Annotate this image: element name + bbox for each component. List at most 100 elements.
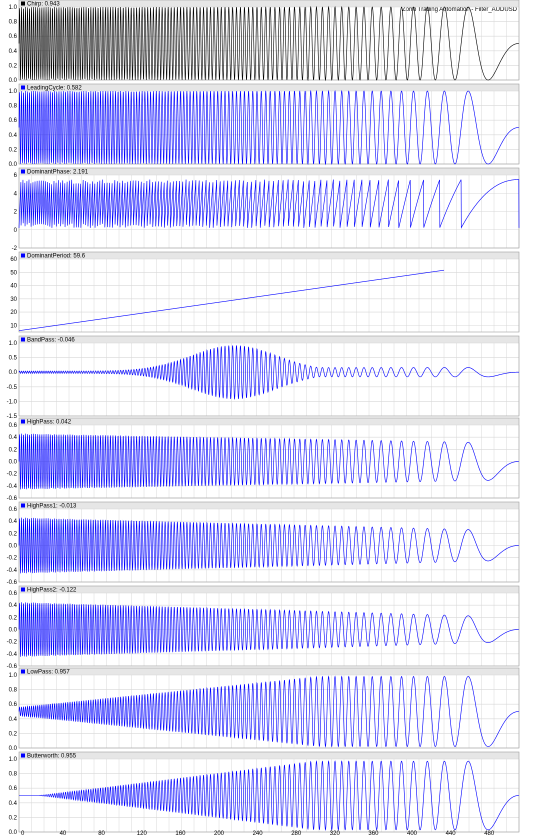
- panel-title: Butterworth: 0.955: [27, 754, 77, 760]
- y-tick-label: 10: [10, 323, 17, 329]
- panel-butterworth: 0.0 0.2 0.4 0.6 0.8 1.0 Butterworth: 0.955: [9, 751, 520, 836]
- y-tick-label: 1.0: [9, 673, 18, 679]
- y-tick-label: 60: [10, 257, 17, 263]
- y-tick-label: 30: [10, 297, 17, 303]
- panel-leadingcycle: 0.0 0.2 0.4 0.6 0.8 1.0 LeadingCycle: 0.582: [9, 83, 520, 168]
- y-tick-label: 0.2: [9, 731, 18, 737]
- panel-header-band: [19, 84, 519, 91]
- y-tick-label: 0.0: [9, 370, 18, 376]
- y-tick-label: 0.2: [9, 615, 18, 621]
- y-tick-label: 0.0: [9, 162, 18, 168]
- x-tick-label: 240: [253, 831, 264, 837]
- y-tick-label: -0.6: [7, 580, 18, 586]
- y-tick-label: -0.5: [7, 385, 18, 391]
- legend-swatch: [21, 1, 25, 6]
- x-tick-label: 280: [291, 831, 302, 837]
- y-tick-label: 0.0: [9, 628, 18, 634]
- legend-swatch: [21, 253, 25, 258]
- y-tick-label: 0.6: [9, 118, 18, 124]
- x-tick-label: 480: [484, 831, 495, 837]
- series-line-dominantphase: [18, 179, 520, 229]
- y-tick-label: -1.5: [7, 414, 18, 420]
- series-line-chirp: [18, 5, 519, 82]
- x-tick-label: 200: [214, 831, 225, 837]
- series-line-butterworth: [19, 760, 519, 831]
- series-line-highpass1: [18, 517, 519, 574]
- y-tick-label: 0.8: [9, 20, 18, 26]
- panel-highpass2: -0.6 -0.4 -0.2 0.0 0.2 0.4 0.6 HighPass2: -0.12…: [7, 585, 520, 670]
- y-tick-label: 0.4: [9, 133, 18, 139]
- panel-chirp: 0.0 0.2 0.4 0.6 0.8 1.0 Chirp: 0.943: [9, 0, 520, 84]
- panel-header-band: [19, 168, 519, 175]
- y-tick-label: 0.0: [9, 460, 18, 466]
- y-tick-label: 6: [14, 173, 18, 179]
- y-tick-label: 0.2: [9, 815, 18, 821]
- legend-swatch: [21, 337, 25, 342]
- y-tick-label: 20: [10, 310, 17, 316]
- series-line-bandpass: [18, 345, 519, 400]
- y-tick-label: 0.5: [9, 356, 18, 362]
- y-tick-label: 0.2: [9, 63, 18, 69]
- panel-title: HighPass: 0.042: [27, 420, 72, 426]
- y-tick-label: 0.4: [9, 717, 18, 723]
- y-tick-label: 40: [10, 284, 17, 290]
- y-tick-label: 0.6: [9, 34, 18, 40]
- legend-swatch: [21, 419, 25, 424]
- y-tick-label: 0.2: [9, 447, 18, 453]
- x-tick-label: 160: [175, 831, 186, 837]
- y-tick-label: 0.0: [9, 746, 18, 752]
- panel-header-band: [19, 418, 519, 425]
- y-tick-label: 0.0: [9, 830, 18, 836]
- y-tick-label: -0.2: [7, 472, 18, 478]
- y-tick-label: -0.6: [7, 664, 18, 670]
- panel-header-band: [19, 252, 519, 259]
- panel-lowpass: 0.0 0.2 0.4 0.6 0.8 1.0 LowPass: 0.957: [9, 667, 520, 752]
- y-tick-label: -1.0: [7, 399, 18, 405]
- y-tick-label: 0.8: [9, 104, 18, 110]
- y-tick-label: 0.4: [9, 801, 18, 807]
- panel-title: DominantPhase: 2.191: [27, 170, 89, 176]
- x-tick-label: 120: [137, 831, 148, 837]
- y-tick-label: 4: [14, 191, 18, 197]
- y-tick-label: 0.6: [9, 591, 18, 597]
- panel-dominantperiod: 10 20 30 40 50 60 DominantPeriod: 59.6: [10, 251, 520, 333]
- y-tick-label: 1.0: [9, 757, 18, 763]
- x-tick-label: 0: [21, 831, 25, 837]
- x-tick-label: 360: [368, 831, 379, 837]
- panel-border: [18, 335, 520, 417]
- x-tick-label: 440: [446, 831, 457, 837]
- x-tick-label: 80: [98, 831, 105, 837]
- y-tick-label: 1.0: [9, 89, 18, 95]
- legend-swatch: [21, 669, 25, 674]
- y-tick-label: 0.6: [9, 423, 18, 429]
- panel-title: DominantPeriod: 59.6: [27, 254, 86, 260]
- y-tick-label: 50: [10, 270, 17, 276]
- panel-header-band: [19, 668, 519, 675]
- legend-swatch: [21, 587, 25, 592]
- y-tick-label: 0.0: [9, 544, 18, 550]
- y-tick-label: 1.0: [9, 5, 18, 11]
- y-tick-label: -0.4: [7, 568, 18, 574]
- series-line-dominantperiod: [18, 269, 445, 331]
- legend-swatch: [21, 169, 25, 174]
- legend-swatch: [21, 85, 25, 90]
- panel-header-band: [19, 502, 519, 509]
- y-tick-label: 0.6: [9, 507, 18, 513]
- series-line-leadingcycle: [18, 89, 519, 166]
- panel-border: [18, 667, 520, 749]
- panel-title: BandPass: -0.046: [27, 338, 75, 344]
- panel-title: LowPass: 0.957: [27, 670, 70, 676]
- panel-title: HighPass1: -0.013: [27, 504, 77, 510]
- y-tick-label: 0.8: [9, 688, 18, 694]
- panel-bandpass: -1.5 -1.0 -0.5 0.0 0.5 1.0 BandPass: -0.046: [7, 335, 520, 420]
- y-tick-label: 0.4: [9, 519, 18, 525]
- y-tick-label: 2: [14, 210, 18, 216]
- chart-caption: Zorro Trading Automation - Filter_AUDUSD: [402, 7, 518, 13]
- series-line-highpass2: [18, 602, 519, 657]
- y-tick-label: 1.0: [9, 341, 18, 347]
- legend-swatch: [21, 503, 25, 508]
- panel-header-band: [19, 586, 519, 593]
- x-tick-label: 40: [60, 831, 67, 837]
- y-tick-label: -0.4: [7, 652, 18, 658]
